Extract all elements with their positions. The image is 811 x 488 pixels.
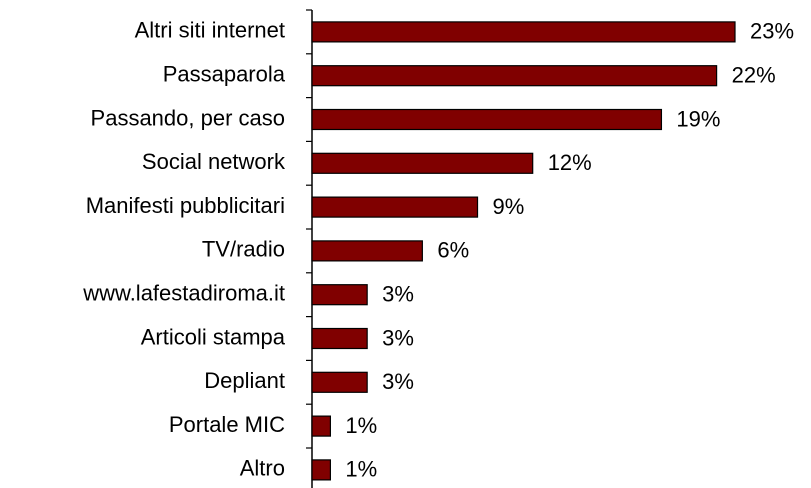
bar bbox=[311, 459, 331, 481]
category-label: Passaparola bbox=[163, 62, 286, 87]
value-label: 3% bbox=[382, 369, 414, 394]
bar bbox=[311, 284, 368, 306]
bar bbox=[311, 415, 331, 437]
value-label: 6% bbox=[437, 238, 469, 263]
category-label: Manifesti pubblicitari bbox=[86, 193, 285, 218]
bar bbox=[311, 327, 368, 350]
bar bbox=[311, 240, 423, 262]
value-label: 3% bbox=[382, 282, 414, 307]
bar bbox=[311, 108, 663, 131]
category-label: Altro bbox=[240, 456, 285, 481]
value-label: 19% bbox=[676, 106, 720, 131]
value-label: 9% bbox=[493, 194, 525, 219]
category-label: Portale MIC bbox=[169, 412, 285, 437]
category-label: Articoli stampa bbox=[141, 324, 286, 349]
category-label: Depliant bbox=[204, 368, 285, 393]
category-label: Social network bbox=[142, 149, 286, 174]
value-label: 23% bbox=[750, 19, 794, 44]
value-label: 1% bbox=[345, 413, 377, 438]
value-label: 3% bbox=[382, 325, 414, 350]
value-label: 22% bbox=[732, 63, 776, 88]
bar bbox=[311, 65, 718, 87]
bar bbox=[311, 21, 736, 43]
category-label: TV/radio bbox=[202, 237, 285, 262]
value-label: 1% bbox=[345, 457, 377, 482]
bar bbox=[311, 196, 479, 218]
category-label: Passando, per caso bbox=[91, 105, 285, 130]
value-label: 12% bbox=[548, 150, 592, 175]
bar bbox=[311, 152, 534, 174]
category-label: Altri siti internet bbox=[135, 18, 285, 43]
bar bbox=[311, 371, 368, 393]
category-label: www.lafestadiroma.it bbox=[82, 281, 285, 306]
